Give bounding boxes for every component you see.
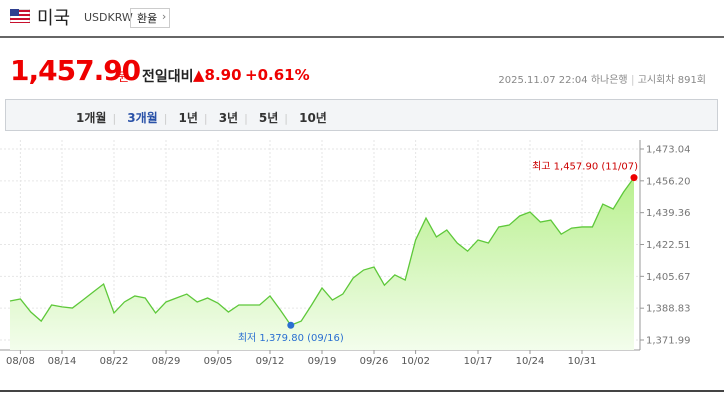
- max-annotation: 최고 1,457.90 (11/07): [532, 161, 638, 173]
- x-tick-label: 08/22: [100, 356, 129, 367]
- quote-info: 2025.11.07 22:04 하나은행 | 고시회차 891회: [498, 73, 706, 86]
- min-annotation: 최저 1,379.80 (09/16): [238, 332, 344, 344]
- y-tick-label: 1,388.83: [646, 304, 691, 315]
- line: [9, 177, 635, 327]
- y-tick-label: 1,473.04: [646, 144, 691, 155]
- divider: [0, 36, 724, 38]
- price: 1,457.90: [10, 54, 141, 87]
- x-tick-label: 09/05: [204, 356, 233, 367]
- code: USDKRW: [84, 11, 133, 24]
- tab-bar: 1개월 | 3개월 | 1년 | 3년 | 5년 | 10년: [5, 99, 718, 131]
- y-tick-label: 1,439.36: [646, 208, 691, 219]
- fx-button-label: 환율: [137, 12, 158, 25]
- change-label: 전일대비: [142, 69, 194, 85]
- tab[interactable]: 3년: [218, 111, 239, 125]
- x-tick-label: 09/12: [256, 356, 285, 367]
- y-tick-label: 1,371.99: [646, 336, 691, 347]
- country: 미국: [37, 8, 71, 29]
- y-tick-label: 1,405.67: [646, 272, 691, 283]
- x-tick-label: 09/19: [308, 356, 337, 367]
- x-tick-label: 10/17: [464, 356, 493, 367]
- y-tick-label: 1,422.51: [646, 240, 691, 251]
- tab-active[interactable]: 3개월: [127, 111, 158, 125]
- x-tick-label: 08/14: [48, 356, 77, 367]
- tab[interactable]: 5년: [258, 111, 279, 125]
- x-tick-label: 10/02: [401, 356, 430, 367]
- datetime: 2025.11.07 22:04: [498, 75, 588, 86]
- tab[interactable]: 10년: [299, 111, 327, 125]
- max-marker: [630, 174, 638, 182]
- x-tick-label: 08/29: [152, 356, 181, 367]
- bank: 하나은행: [590, 75, 628, 86]
- area: [10, 177, 634, 350]
- x-tick-label: 09/26: [360, 356, 389, 367]
- tab[interactable]: 1년: [178, 111, 198, 125]
- x-tick-label: 10/31: [568, 356, 597, 367]
- change-pct: +0.61%: [245, 66, 310, 84]
- y-tick-label: 1,456.20: [646, 176, 691, 187]
- round: 고시회차 891회: [637, 75, 706, 86]
- change: ▲8.90: [193, 66, 242, 84]
- min-marker: [287, 321, 295, 329]
- tab[interactable]: 1개월: [76, 111, 107, 125]
- fx-button[interactable]: 환율 ›: [130, 8, 171, 28]
- x-tick-label: 10/24: [516, 356, 545, 367]
- price-unit: 원: [118, 70, 130, 84]
- flag-icon: [10, 9, 30, 23]
- x-tick-label: 08/08: [6, 356, 35, 367]
